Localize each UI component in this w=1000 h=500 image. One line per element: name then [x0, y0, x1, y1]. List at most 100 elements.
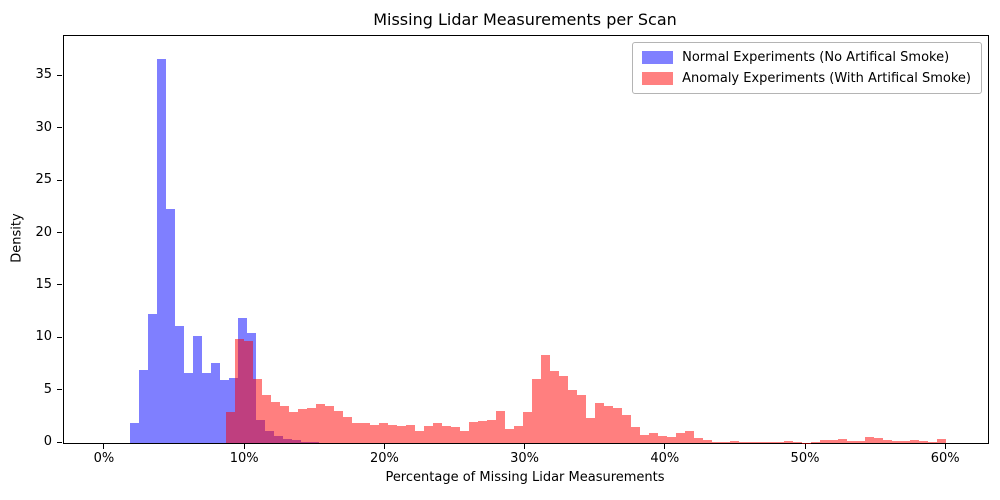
- anomaly-histogram-bar: [541, 355, 550, 443]
- anomaly-histogram-bar: [252, 379, 262, 443]
- x-tick-label: 30%: [510, 451, 540, 466]
- anomaly-histogram-bar: [829, 439, 839, 443]
- normal-histogram-bar: [147, 314, 157, 443]
- anomaly-histogram-bar: [847, 441, 857, 443]
- anomaly-histogram-bar: [279, 406, 289, 443]
- y-tick-mark: [57, 336, 62, 338]
- normal-histogram-bar: [210, 363, 220, 443]
- anomaly-histogram-bar: [694, 437, 704, 443]
- anomaly-histogram-bar: [604, 406, 613, 443]
- plot-area: Normal Experiments (No Artifical Smoke) …: [63, 35, 989, 444]
- anomaly-histogram-bar: [649, 433, 659, 443]
- anomaly-histogram-bar: [856, 441, 866, 443]
- normal-histogram-bar: [165, 209, 175, 443]
- x-tick-mark: [804, 444, 806, 449]
- x-tick-mark: [524, 444, 526, 449]
- y-tick-label: 25: [35, 172, 52, 188]
- anomaly-histogram-bar: [423, 426, 433, 443]
- anomaly-histogram-bar: [928, 442, 938, 443]
- anomaly-histogram-bar: [405, 424, 415, 443]
- anomaly-histogram-bar: [333, 410, 343, 443]
- x-tick-label: 40%: [650, 451, 680, 466]
- anomaly-histogram-bar: [523, 411, 532, 443]
- anomaly-histogram-bar: [865, 436, 875, 443]
- anomaly-histogram-bar: [667, 437, 677, 443]
- anomaly-histogram-bar: [595, 403, 604, 443]
- x-tick-label: 0%: [93, 451, 115, 466]
- anomaly-histogram-bar: [820, 440, 830, 443]
- anomaly-histogram-bar: [568, 389, 577, 443]
- normal-histogram-bar: [183, 372, 193, 443]
- anomaly-histogram-bar: [793, 442, 803, 443]
- anomaly-histogram-bar: [919, 441, 929, 443]
- anomaly-histogram-bar: [784, 441, 794, 443]
- anomaly-histogram-bar: [730, 440, 740, 443]
- x-tick-label: 20%: [369, 451, 399, 466]
- normal-histogram-bar: [201, 372, 211, 443]
- anomaly-histogram-bar: [288, 411, 298, 443]
- x-tick-mark: [103, 444, 105, 449]
- normal-histogram-bar: [156, 58, 166, 443]
- anomaly-histogram-bar: [532, 379, 541, 443]
- anomaly-histogram-bar: [505, 429, 514, 443]
- anomaly-histogram-bar: [369, 424, 379, 443]
- anomaly-histogram-bar: [892, 441, 902, 443]
- legend-swatch-normal: [642, 51, 674, 64]
- anomaly-histogram-bar: [757, 442, 767, 443]
- anomaly-histogram-bar: [766, 442, 776, 443]
- y-tick-label: 35: [35, 67, 52, 83]
- anomaly-histogram-bar: [721, 442, 731, 443]
- anomaly-histogram-bar: [351, 423, 361, 443]
- normal-histogram-bar: [174, 325, 184, 443]
- anomaly-histogram-bar: [883, 439, 893, 443]
- anomaly-histogram-bar: [514, 426, 523, 443]
- x-tick-mark: [383, 444, 385, 449]
- anomaly-histogram-bar: [901, 441, 911, 443]
- normal-histogram-bar: [192, 336, 202, 443]
- anomaly-histogram-bar: [441, 426, 451, 443]
- x-tick-mark: [243, 444, 245, 449]
- legend-label-anomaly: Anomaly Experiments (With Artifical Smok…: [682, 71, 971, 86]
- anomaly-histogram-bar: [324, 406, 334, 443]
- anomaly-histogram-bar: [910, 439, 920, 443]
- anomaly-histogram-bar: [874, 438, 884, 443]
- anomaly-histogram-bar: [658, 435, 668, 443]
- anomaly-histogram-bar: [396, 426, 406, 443]
- y-tick-mark: [57, 284, 62, 286]
- anomaly-histogram-bar: [559, 375, 568, 443]
- anomaly-histogram-bar: [622, 414, 632, 443]
- y-tick-mark: [57, 127, 62, 129]
- anomaly-histogram-bar: [432, 423, 442, 443]
- anomaly-histogram-bar: [486, 419, 496, 443]
- normal-histogram-bar: [129, 423, 139, 443]
- anomaly-histogram-bar: [748, 442, 758, 443]
- y-tick-label: 0: [43, 434, 52, 449]
- y-tick-mark: [57, 441, 62, 443]
- y-tick-mark: [57, 179, 62, 181]
- legend-label-normal: Normal Experiments (No Artifical Smoke): [682, 50, 950, 65]
- x-tick-mark: [944, 444, 946, 449]
- anomaly-histogram-bar: [495, 410, 505, 443]
- normal-histogram-bar: [138, 369, 148, 443]
- anomaly-histogram-bar: [225, 411, 235, 443]
- x-tick-label: 60%: [930, 451, 960, 466]
- anomaly-histogram-bar: [297, 409, 307, 443]
- legend-swatch-anomaly: [642, 72, 674, 85]
- anomaly-histogram-bar: [577, 394, 586, 443]
- anomaly-histogram-bar: [838, 439, 848, 443]
- anomaly-histogram-bar: [586, 417, 595, 443]
- legend-item-anomaly: Anomaly Experiments (With Artifical Smok…: [642, 71, 971, 86]
- y-tick-label: 20: [35, 224, 52, 240]
- anomaly-histogram-bar: [685, 430, 695, 443]
- anomaly-histogram-bar: [234, 339, 244, 443]
- anomaly-histogram-bar: [937, 439, 947, 443]
- anomaly-histogram-bar: [270, 402, 280, 443]
- anomaly-histogram-bar: [550, 370, 559, 443]
- anomaly-histogram-bar: [387, 424, 397, 443]
- anomaly-histogram-bar: [775, 442, 785, 443]
- anomaly-histogram-bar: [703, 440, 713, 443]
- anomaly-histogram-bar: [360, 423, 370, 443]
- anomaly-histogram-bar: [450, 427, 460, 443]
- anomaly-histogram-bar: [811, 442, 821, 443]
